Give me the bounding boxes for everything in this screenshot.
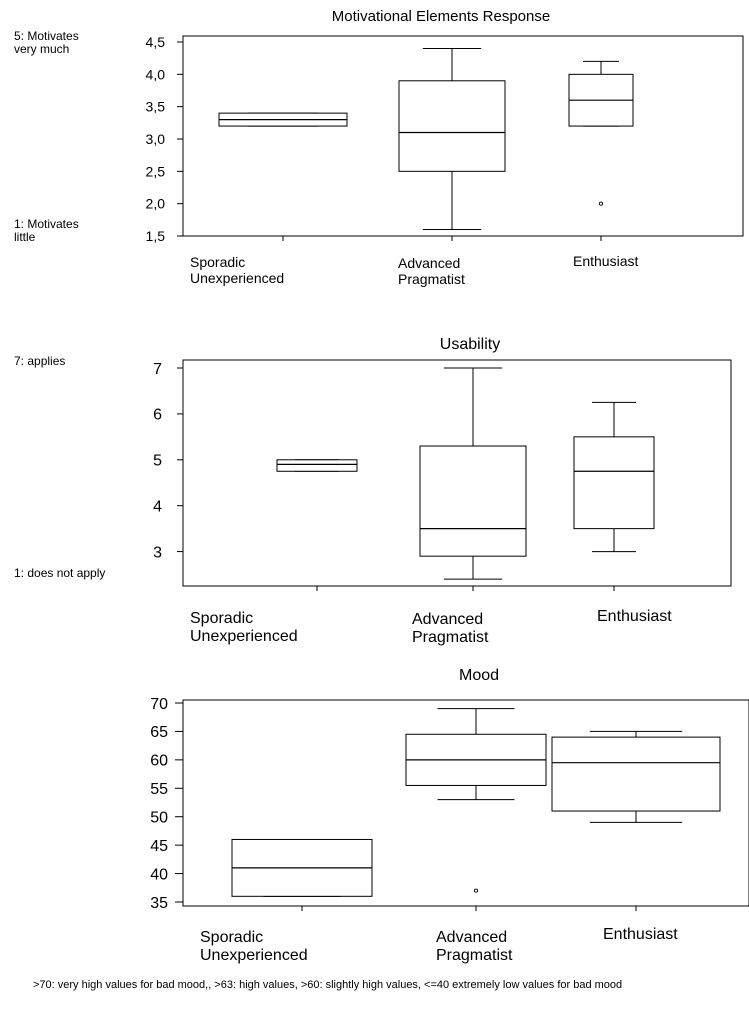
x-category-label: Sporadic Unexperienced [200,929,308,964]
chart-title: Motivational Elements Response [332,8,550,25]
footer-note: >70: very high values for bad mood,, >63… [33,979,623,991]
x-category-label: Sporadic Unexperienced [190,610,298,645]
chart-title: Usability [440,336,500,353]
x-category-label: Enthusiast [573,253,638,269]
y-tick-label: 2,5 [146,163,166,179]
y-tick-label: 3,0 [146,131,166,147]
box-plot-2 [398,47,506,231]
y-axis-note: 5: Motivates very much [14,29,79,56]
box-iqr [276,459,358,472]
y-tick-label: 35 [150,895,168,912]
y-tick-label: 55 [150,781,168,798]
y-tick-label: 3,5 [146,99,166,115]
y-tick-label: 6 [153,407,162,424]
x-category-label: Advanced Pragmatist [412,611,489,646]
y-tick-label: 4,0 [146,66,166,82]
y-tick-label: 40 [150,866,168,883]
y-tick-label: 1,5 [146,228,166,244]
y-tick-label: 5 [153,453,162,470]
box-plot-2 [419,367,527,580]
y-axis-note: 1: does not apply [14,566,105,580]
box-plot-1 [276,459,358,472]
box-iqr [573,436,655,530]
plot-frame [182,699,749,907]
y-tick-label: 2,0 [146,196,166,212]
box-plot-2 [405,708,547,893]
box-plot-3 [551,730,721,823]
y-axis-note: 7: applies [14,354,65,368]
outlier-point [598,201,604,206]
y-tick-label: 70 [150,696,168,713]
box-iqr [419,445,527,557]
y-tick-label: 65 [150,724,168,741]
y-tick-label: 45 [150,838,168,855]
x-category-label: Enthusiast [603,926,678,943]
box-plot-3 [573,401,655,553]
y-axis-note: 1: Motivates little [14,217,79,244]
box-iqr [398,80,506,172]
box-plot-3 [568,60,634,206]
chart-title: Mood [459,667,499,684]
x-category-label: Advanced Pragmatist [398,255,465,287]
plot-frame [182,359,732,587]
x-category-label: Advanced Pragmatist [436,929,513,964]
box-plot-1 [218,112,348,127]
y-tick-label: 60 [150,753,168,770]
box-plot-1 [231,838,373,897]
box-iqr [551,736,721,812]
y-tick-label: 4 [153,498,162,515]
x-category-label: Sporadic Unexperienced [190,254,284,286]
plot-frame [182,35,744,237]
y-tick-label: 3 [153,544,162,561]
y-tick-label: 4,5 [146,34,166,50]
y-tick-label: 7 [153,361,162,378]
x-category-label: Enthusiast [597,608,672,625]
y-tick-label: 50 [150,809,168,826]
outlier-point [473,888,479,893]
